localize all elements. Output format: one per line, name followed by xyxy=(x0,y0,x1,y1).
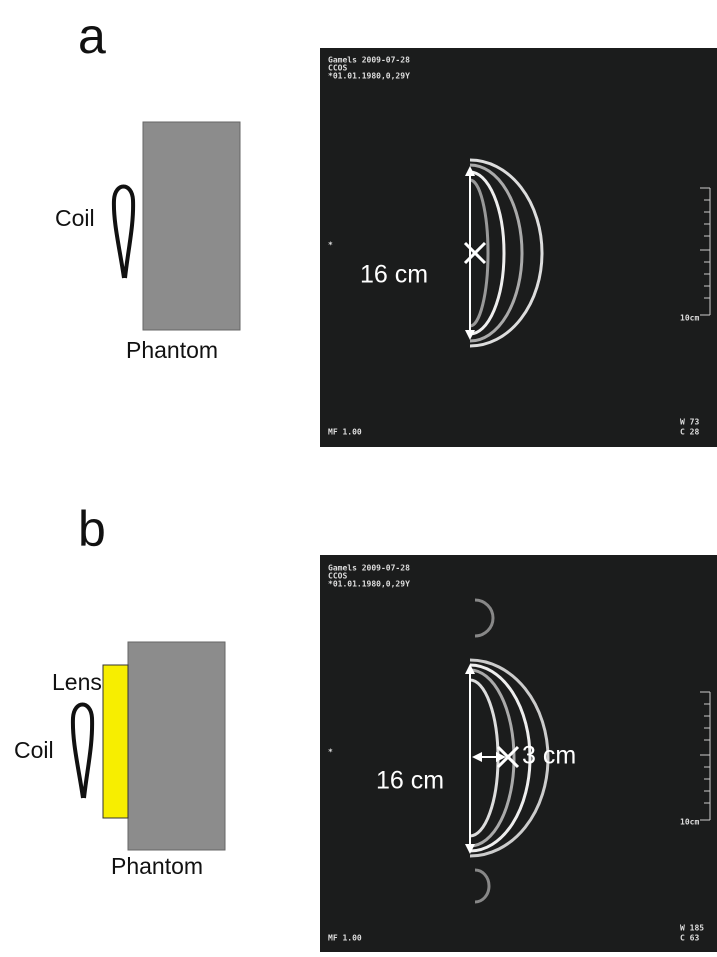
annotation: 16 cm xyxy=(360,261,428,289)
annotation: 3 cm xyxy=(522,742,576,770)
scale-label: 10cm xyxy=(680,314,699,323)
phantom xyxy=(128,642,225,850)
annotation: 16 cm xyxy=(376,767,444,795)
coil-label: Coil xyxy=(55,205,95,231)
phantom xyxy=(143,122,240,330)
panel-label: b xyxy=(78,501,106,557)
window: C 63 xyxy=(680,934,699,943)
mri-image xyxy=(320,555,717,952)
figure: a Coil Phantom 16 cm Gamels 2009-07-28 C… xyxy=(0,0,717,952)
panel-b: b Lens Coil Phantom 16 cm 3 cm Gamels 20… xyxy=(14,501,717,952)
header: *01.01.1980,0,29Y xyxy=(328,580,410,589)
phantom-label: Phantom xyxy=(111,853,203,879)
coil xyxy=(73,705,92,799)
window: W 73 xyxy=(680,418,699,427)
footer: MF 1.00 xyxy=(328,934,362,943)
mri-image xyxy=(320,48,717,447)
window: W 185 xyxy=(680,924,704,933)
header: *01.01.1980,0,29Y xyxy=(328,72,410,81)
panel-a: a Coil Phantom 16 cm Gamels 2009-07-28 C… xyxy=(55,8,717,447)
scale-label: 10cm xyxy=(680,818,699,827)
lens-label: Lens xyxy=(52,669,102,695)
phantom-label: Phantom xyxy=(126,337,218,363)
lens xyxy=(103,665,128,818)
footer: MF 1.00 xyxy=(328,428,362,437)
coil xyxy=(114,187,133,279)
marker: * xyxy=(328,748,333,757)
coil-label: Coil xyxy=(14,737,54,763)
marker: * xyxy=(328,241,333,250)
panel-label: a xyxy=(78,8,106,64)
window: C 28 xyxy=(680,428,699,437)
